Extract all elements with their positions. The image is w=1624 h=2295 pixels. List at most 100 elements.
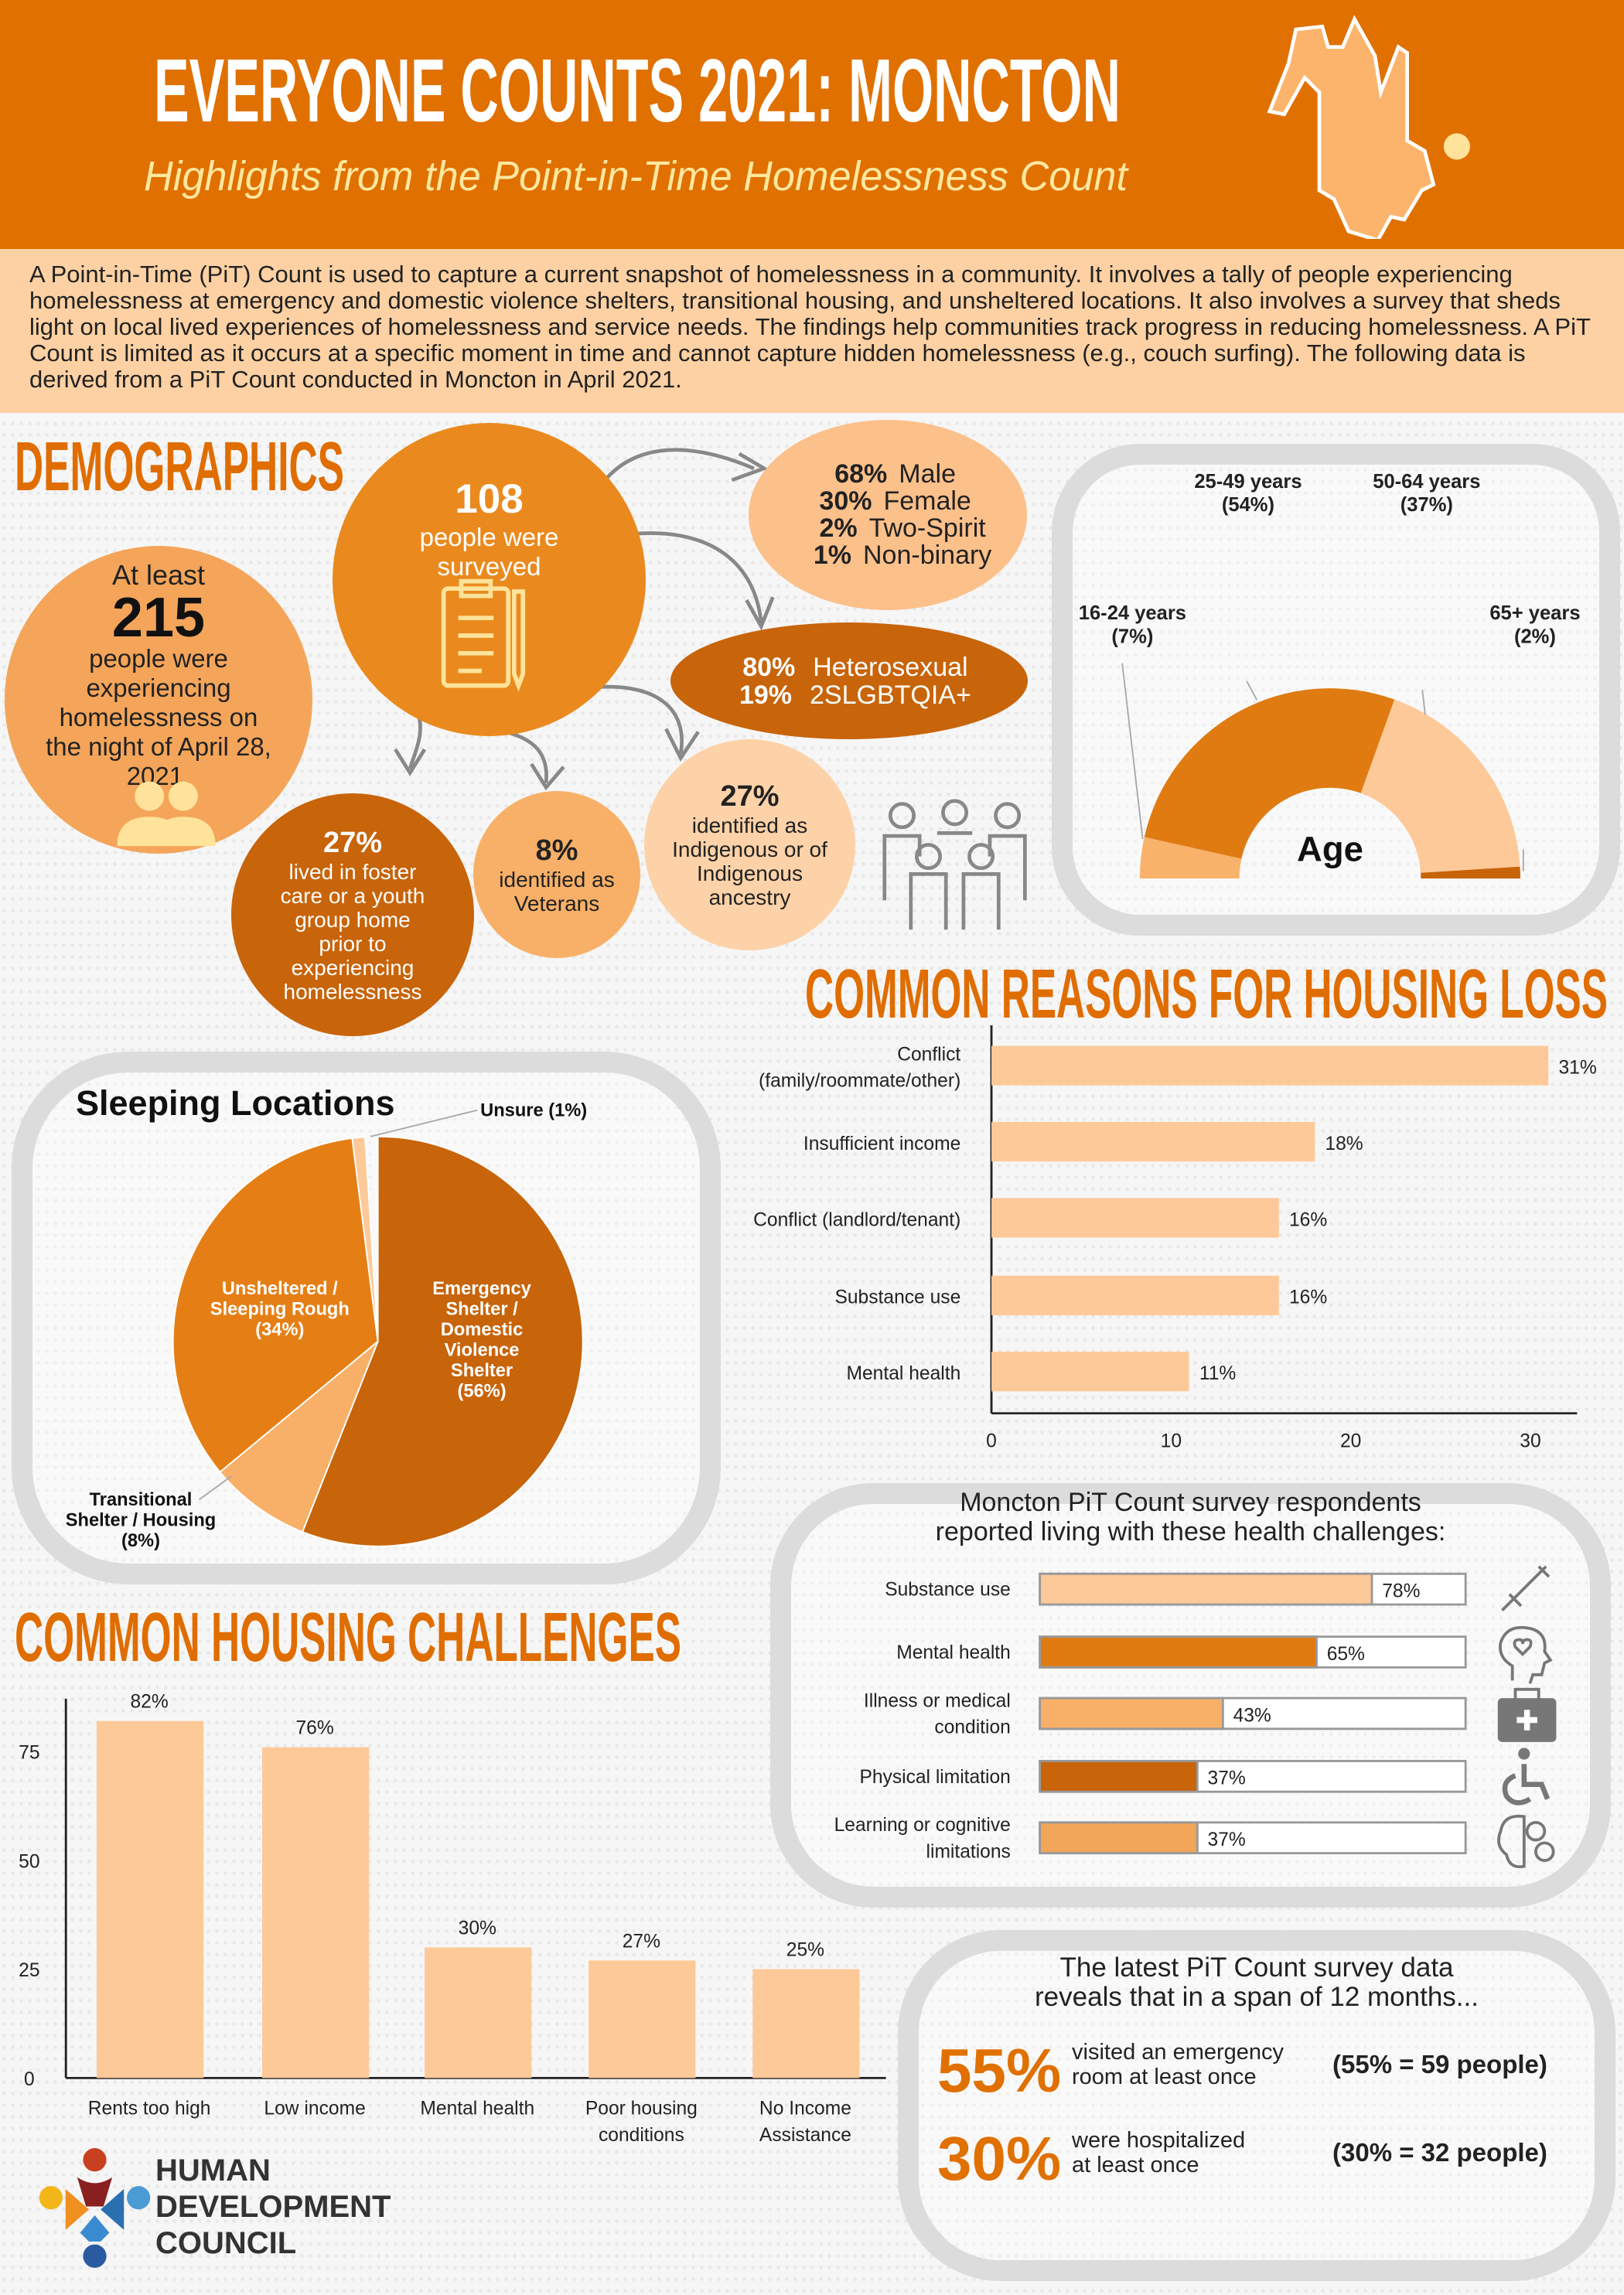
age-data-label: (54%) [1222, 494, 1274, 516]
stat-text: visited an emergency room at least once [1072, 2040, 1285, 2089]
challenges-bar [425, 1947, 532, 2078]
health-bar-fill [1039, 1697, 1224, 1731]
challenges-category: conditions [599, 2125, 684, 2146]
health-category: limitations [926, 1841, 1011, 1862]
health-bar-fill [1039, 1572, 1373, 1606]
sleeping-label: Domestic [441, 1320, 524, 1340]
sleeping-label: Shelter [451, 1361, 513, 1381]
intro-text: A Point-in-Time (PiT) Count is used to c… [0, 249, 1624, 413]
challenges-bar [589, 1960, 696, 2078]
age-title: Age [1297, 829, 1363, 868]
hdc-logo-text: HUMAN DEVELOPMENT COUNCIL [155, 2153, 391, 2260]
sleeping-leader-line [370, 1109, 478, 1137]
twelve-months-panel [898, 1930, 1615, 2281]
age-label: 50-64 years [1373, 471, 1480, 493]
clipboard-icon [441, 578, 526, 692]
challenges-bar [752, 1969, 860, 2078]
challenges-category: Mental health [420, 2099, 534, 2119]
health-bar-fill [1039, 1760, 1199, 1793]
challenges-category: Assistance [759, 2125, 851, 2146]
housing-loss-heading-wrap: COMMON REASONS FOR HOUSING LOSS [805, 959, 1608, 1033]
sleeping-slice [301, 1135, 584, 1547]
brain-gears-icon [1497, 1814, 1555, 1869]
gender-item: 30% Female [819, 486, 971, 516]
housing-loss-category: Conflict (landlord/tenant) [753, 1209, 960, 1230]
hdc-logo-icon [39, 2148, 151, 2268]
health-challenges-chart: 78% Substance use 65% Mental health 43% Illne… [834, 1565, 1557, 1869]
housing-loss-bar [991, 1121, 1315, 1162]
housing-loss-bar [991, 1275, 1279, 1315]
sleeping-label: Shelter / Housing [66, 1510, 217, 1530]
gender-item: 2% Two-Spirit [819, 513, 986, 543]
challenges-category: Rents too high [88, 2099, 211, 2119]
challenges-bar [96, 1720, 204, 2078]
challenges-data-label: 25% [786, 1940, 824, 1961]
housing-loss-tick: 20 [1340, 1431, 1361, 1451]
age-leader-line [1246, 680, 1258, 701]
arrows-decor [394, 448, 775, 791]
housing-loss-data-label: 16% [1289, 1209, 1327, 1230]
age-donut-chart: 16-24 years(7%) 25-49 years(54%) 50-64 yea… [1079, 471, 1581, 879]
housing-challenges-heading: COMMON HOUSING CHALLENGES [15, 1601, 681, 1676]
sleeping-label: Unsheltered / [222, 1279, 338, 1299]
sleeping-data-label: (34%) [255, 1320, 304, 1340]
sleeping-label: Shelter / [445, 1300, 518, 1320]
housing-loss-category: (family/roommate/other) [759, 1071, 960, 1092]
housing-loss-heading: COMMON REASONS FOR HOUSING LOSS [805, 959, 1608, 1033]
surveyed-label: people were surveyed [419, 522, 559, 581]
challenges-bar [261, 1747, 370, 2078]
housing-loss-data-label: 11% [1199, 1363, 1236, 1384]
housing-loss-category: Conflict [897, 1044, 960, 1065]
sleeping-label: Transitional [90, 1490, 193, 1510]
health-data-label: 37% [1208, 1768, 1246, 1789]
sleeping-leader-line [199, 1475, 232, 1500]
stat-text: were hospitalized at least once [1072, 2128, 1246, 2177]
age-slice [1139, 837, 1242, 879]
housing-loss-bar [991, 1352, 1189, 1392]
challenges-data-label: 27% [623, 1931, 660, 1952]
challenges-category: Low income [264, 2099, 365, 2119]
syringe-icon [1501, 1565, 1551, 1611]
challenges-category: No Income [759, 2099, 851, 2119]
challenges-data-label: 82% [131, 1692, 169, 1713]
twelve-months-title: The latest PiT Count survey data reveals … [1035, 1952, 1479, 2012]
housing-loss-bar [991, 1045, 1549, 1086]
sleeping-slice [351, 1136, 379, 1342]
health-title: Moncton PiT Count survey respondents repo… [935, 1488, 1446, 1546]
sleeping-slice [219, 1341, 379, 1533]
housing-loss-tick: 10 [1161, 1431, 1182, 1451]
age-label: 65+ years [1489, 602, 1580, 624]
foster-label: lived in foster care or a youth group ho… [280, 859, 425, 1004]
gender-item: 1% Non-binary [813, 541, 992, 570]
total-pre: At least [111, 559, 206, 591]
challenges-category: Poor housing [585, 2099, 698, 2119]
sleeping-slice [172, 1137, 379, 1474]
housing-loss-category: Insufficient income [803, 1134, 960, 1154]
stat-percent: 55% [937, 2036, 1062, 2105]
wheelchair-icon [1502, 1748, 1551, 1806]
housing-loss-category: Mental health [847, 1363, 961, 1384]
age-label: 25-49 years [1194, 471, 1302, 493]
challenges-tick: 50 [19, 1851, 39, 1872]
total-value: 215 [111, 587, 206, 649]
surveyed-value: 108 [455, 476, 524, 522]
stat-note: (55% = 59 people) [1332, 2050, 1547, 2078]
challenges-tick: 25 [19, 1960, 39, 1981]
health-category: Learning or cognitive [834, 1815, 1011, 1836]
health-category: Substance use [885, 1580, 1011, 1601]
sleeping-label: Violence [445, 1341, 520, 1361]
age-leader-line [1121, 663, 1144, 840]
veterans-label: identified as Veterans [499, 867, 615, 916]
health-data-label: 65% [1327, 1644, 1365, 1665]
page-subtitle: Highlights from the Point-in-Time Homele… [144, 153, 1129, 199]
sleeping-data-label: (56%) [457, 1382, 506, 1402]
age-data-label: (2%) [1514, 626, 1556, 647]
group-of-people-icon [882, 799, 1027, 930]
veterans-circle: 8% identified as Veterans [473, 791, 640, 958]
header-titles: EVERYONE COUNTS 2021: MONCTON Highlights… [144, 40, 1129, 199]
indigenous-pct: 27% [720, 780, 780, 813]
health-bar-fill [1039, 1635, 1318, 1669]
surveyed-circle: 108 people were surveyed [333, 423, 646, 736]
veterans-pct: 8% [535, 834, 578, 867]
